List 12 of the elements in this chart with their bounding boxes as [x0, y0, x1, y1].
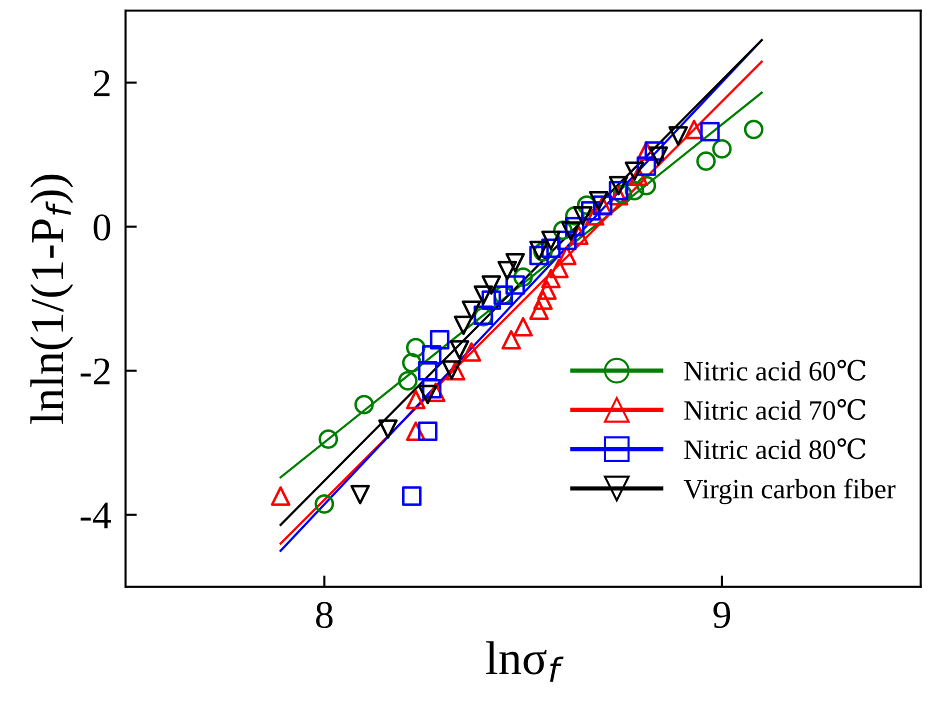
y-tick-label: -4	[80, 502, 112, 528]
legend-label: Nitric acid 80℃	[684, 438, 866, 460]
x-tick-label: 9	[713, 602, 730, 628]
x-tick-label: 8	[316, 602, 333, 628]
y-tick-label: 2	[94, 70, 110, 96]
legend-label: Nitric acid 70℃	[684, 398, 866, 420]
y-axis-title: lnln(1/(1-P$_{f}$))	[30, 174, 74, 424]
y-tick-label: 0	[94, 214, 110, 241]
y-tick-label: -2	[80, 358, 110, 384]
x-axis-title: lnσ$_{f}$	[486, 641, 564, 682]
legend-label: Virgin carbon fiber	[684, 478, 896, 504]
legend-label: Nitric acid 60℃	[684, 360, 866, 381]
